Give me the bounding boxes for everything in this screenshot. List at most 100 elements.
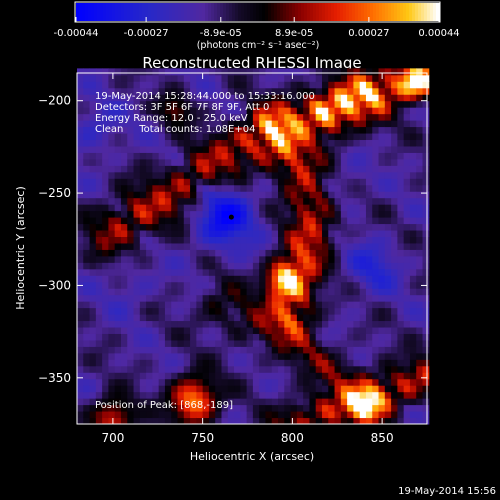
heatmap-cell xyxy=(252,100,260,108)
heatmap-cell xyxy=(347,197,354,205)
heatmap-cell xyxy=(334,184,342,192)
heatmap-cell xyxy=(196,346,204,354)
heatmap-cell xyxy=(252,417,260,425)
heatmap-cell xyxy=(290,404,298,412)
heatmap-cell xyxy=(384,314,392,322)
heatmap-cell xyxy=(265,236,273,244)
heatmap-cell xyxy=(164,126,172,134)
heatmap-cell xyxy=(278,87,285,95)
heatmap-cell xyxy=(133,171,141,179)
heatmap-cell xyxy=(359,100,367,108)
heatmap-cell xyxy=(171,210,179,218)
heatmap-cell xyxy=(114,120,122,128)
heatmap-cell xyxy=(278,242,285,250)
heatmap-cell xyxy=(127,294,135,302)
heatmap-cell xyxy=(158,107,166,115)
heatmap-cell xyxy=(215,411,222,419)
heatmap-cell xyxy=(120,391,128,399)
heatmap-cell xyxy=(183,314,191,322)
heatmap-cell xyxy=(365,359,373,367)
colorbar-cell xyxy=(301,3,305,21)
heatmap-cell xyxy=(208,197,216,205)
heatmap-cell xyxy=(152,94,160,102)
colorbar-cell xyxy=(79,3,83,21)
heatmap-cell xyxy=(334,139,342,147)
heatmap-cell xyxy=(177,294,185,302)
heatmap-cell xyxy=(347,242,354,250)
heatmap-cell xyxy=(246,87,254,95)
heatmap-cell xyxy=(158,327,166,334)
heatmap-cell xyxy=(340,230,348,237)
heatmap-cell xyxy=(328,236,336,244)
heatmap-cell xyxy=(102,378,109,386)
heatmap-cell xyxy=(164,411,172,419)
heatmap-cell xyxy=(296,339,304,347)
heatmap-cell xyxy=(114,404,122,412)
heatmap-cell xyxy=(403,197,411,205)
heatmap-cell xyxy=(278,68,285,76)
heatmap-cell xyxy=(284,230,292,237)
heatmap-cell xyxy=(365,314,373,322)
heatmap-cell xyxy=(359,307,367,315)
heatmap-cell xyxy=(278,204,285,212)
colorbar-cell xyxy=(352,3,356,21)
heatmap-cell xyxy=(120,74,128,82)
heatmap-cell xyxy=(120,411,128,419)
heatmap-cell xyxy=(83,210,91,218)
heatmap-cell xyxy=(234,158,241,166)
heatmap-cell xyxy=(353,217,361,225)
heatmap-cell xyxy=(177,230,185,237)
heatmap-cell xyxy=(120,262,128,270)
heatmap-cell xyxy=(265,87,273,95)
heatmap-cell xyxy=(177,87,185,95)
heatmap-cell xyxy=(234,333,241,341)
heatmap-cell xyxy=(139,94,147,102)
heatmap-cell xyxy=(127,126,135,134)
heatmap-cell xyxy=(340,327,348,334)
heatmap-cell xyxy=(102,275,109,283)
heatmap-cell xyxy=(409,94,417,102)
heatmap-cell xyxy=(102,294,109,302)
heatmap-cell xyxy=(234,359,241,367)
heatmap-cell xyxy=(259,262,266,270)
heatmap-cell xyxy=(296,372,304,380)
heatmap-cell xyxy=(234,223,241,231)
heatmap-cell xyxy=(422,352,430,360)
heatmap-cell xyxy=(353,268,361,276)
heatmap-cell xyxy=(347,178,354,186)
heatmap-cell xyxy=(265,133,273,141)
heatmap-cell xyxy=(296,223,304,231)
heatmap-cell xyxy=(328,352,336,360)
heatmap-cell xyxy=(259,68,266,76)
heatmap-cell xyxy=(284,158,292,166)
heatmap-cell xyxy=(183,133,191,141)
heatmap-cell xyxy=(409,378,417,386)
heatmap-cell xyxy=(365,242,373,250)
heatmap-cell xyxy=(303,158,310,166)
heatmap-cell xyxy=(152,74,160,82)
heatmap-cell xyxy=(120,178,128,186)
heatmap-cell xyxy=(315,262,323,270)
heatmap-cell xyxy=(152,372,160,380)
heatmap-cell xyxy=(208,372,216,380)
heatmap-cell xyxy=(215,359,222,367)
heatmap-cell xyxy=(252,204,260,212)
heatmap-cell xyxy=(196,158,204,166)
colorbar-cell xyxy=(349,3,353,21)
heatmap-cell xyxy=(384,249,392,257)
heatmap-cell xyxy=(284,100,292,108)
colorbar-cell xyxy=(250,3,254,21)
heatmap-cell xyxy=(171,398,179,406)
heatmap-cell xyxy=(246,242,254,250)
heatmap-cell xyxy=(227,210,235,218)
heatmap-cell xyxy=(347,68,354,76)
heatmap-cell xyxy=(397,391,405,399)
heatmap-cell xyxy=(234,145,241,153)
colorbar-cell xyxy=(157,3,161,21)
heatmap-cell xyxy=(409,126,417,134)
heatmap-cell xyxy=(334,230,342,237)
annotation-peak-position: Position of Peak: [868,-189] xyxy=(95,400,233,411)
heatmap-cell xyxy=(340,94,348,102)
heatmap-cell xyxy=(290,68,298,76)
heatmap-cell xyxy=(303,288,310,296)
